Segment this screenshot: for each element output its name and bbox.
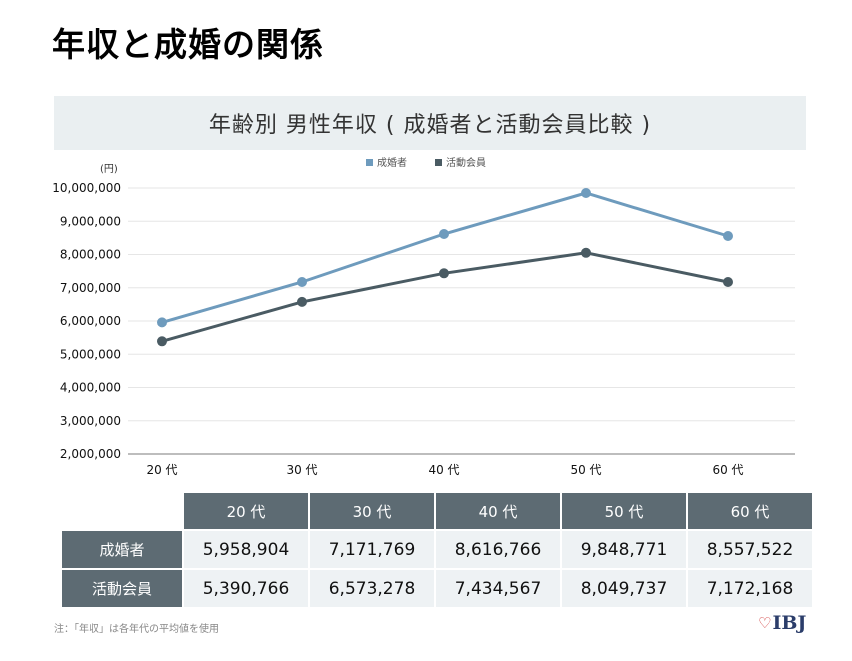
- ibj-logo: ♡ IBJ: [758, 612, 806, 634]
- y-tick-label: 4,000,000: [60, 381, 121, 395]
- footnote: 注：「年収」は各年代の平均値を使用: [54, 624, 219, 635]
- legend-label: 成婚者: [377, 156, 407, 169]
- x-axis-ticks: 20 代 30 代 40 代 50 代 60 代: [146, 463, 743, 477]
- table-cell: 5,958,904: [184, 531, 308, 568]
- y-axis-unit: (円): [100, 164, 118, 175]
- table-cell: 6,573,278: [310, 570, 434, 607]
- x-tick-label: 60 代: [712, 463, 743, 477]
- chart-title-banner: 年齢別 男性年収 ( 成婚者と活動会員比較 ): [54, 96, 806, 150]
- x-tick-label: 20 代: [146, 463, 177, 477]
- table-cell: 8,616,766: [436, 531, 560, 568]
- chart-legend: 成婚者 活動会員: [366, 156, 486, 169]
- table-row: 成婚者 5,958,904 7,171,769 8,616,766 9,848,…: [62, 531, 812, 568]
- chart-series-lines: [161, 191, 729, 343]
- data-point: [723, 231, 733, 241]
- table-corner: [62, 493, 182, 529]
- data-point: [157, 317, 167, 328]
- table-row: 活動会員 5,390,766 6,573,278 7,434,567 8,049…: [62, 570, 812, 607]
- x-tick-label: 40 代: [428, 463, 459, 477]
- legend-label: 活動会員: [446, 156, 486, 169]
- chart-grid: [128, 187, 795, 455]
- table-row-label: 成婚者: [62, 531, 182, 568]
- series-line-1: [161, 191, 729, 324]
- data-point: [157, 336, 167, 347]
- y-axis-ticks: 2,000,000 3,000,000 4,000,000 5,000,000 6,00…: [52, 181, 121, 461]
- table-header-40s: 40 代: [436, 493, 560, 529]
- data-point: [297, 277, 307, 287]
- chart-title: 年齢別 男性年収 ( 成婚者と活動会員比較 ): [208, 113, 652, 138]
- table-cell: 5,390,766: [184, 570, 308, 607]
- table-header-30s: 30 代: [310, 493, 434, 529]
- data-point: [581, 247, 591, 258]
- table-cell: 9,848,771: [562, 531, 686, 568]
- data-point: [439, 268, 449, 279]
- chart-series-points: [157, 188, 733, 347]
- table-header-row: 20 代 30 代 40 代 50 代 60 代: [62, 493, 812, 529]
- table-header-60s: 60 代: [688, 493, 812, 529]
- y-tick-label: 3,000,000: [60, 414, 121, 428]
- y-tick-label: 9,000,000: [60, 214, 121, 228]
- y-tick-label: 8,000,000: [60, 248, 121, 262]
- table-cell: 8,049,737: [562, 570, 686, 607]
- table-header-20s: 20 代: [184, 493, 308, 529]
- data-point: [723, 277, 733, 287]
- logo-text: IBJ: [772, 612, 807, 634]
- y-tick-label: 6,000,000: [60, 314, 121, 328]
- y-tick-label: 7,000,000: [60, 281, 121, 295]
- table-cell: 7,434,567: [436, 570, 560, 607]
- heart-icon: ♡: [758, 614, 772, 632]
- y-tick-label: 10,000,000: [52, 181, 121, 195]
- data-table: 20 代 30 代 40 代 50 代 60 代 成婚者 5,958,904 7…: [60, 491, 814, 609]
- table-row-label: 活動会員: [62, 570, 182, 607]
- legend-swatch: [366, 159, 373, 166]
- data-point: [581, 188, 591, 198]
- line-chart: 2,000,000 3,000,000 4,000,000 5,000,000 6,00…: [52, 156, 795, 477]
- table-cell: 8,557,522: [688, 531, 812, 568]
- page-title: 年収と成婚の関係: [52, 25, 324, 64]
- table-cell: 7,172,168: [688, 570, 812, 607]
- table-cell: 7,171,769: [310, 531, 434, 568]
- legend-swatch: [435, 159, 442, 166]
- data-point: [439, 229, 449, 239]
- y-tick-label: 2,000,000: [60, 447, 121, 461]
- x-tick-label: 50 代: [570, 463, 601, 477]
- table-header-50s: 50 代: [562, 493, 686, 529]
- x-tick-label: 30 代: [286, 463, 317, 477]
- data-point: [297, 296, 307, 307]
- y-tick-label: 5,000,000: [60, 347, 121, 361]
